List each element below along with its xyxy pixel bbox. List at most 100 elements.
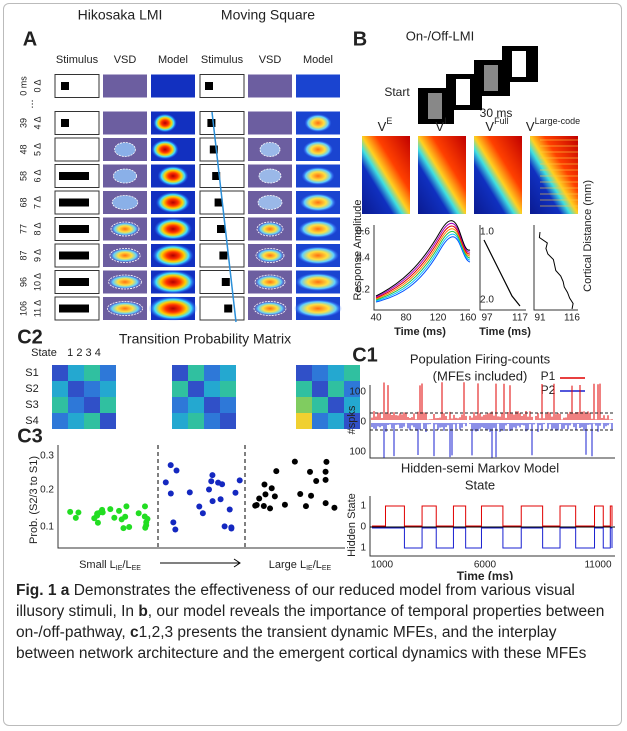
stimulus-bar — [59, 278, 89, 286]
row-step: 10 Δ — [32, 273, 42, 291]
label-sub: EE — [322, 565, 332, 572]
dot — [162, 479, 169, 486]
trajectory — [211, 111, 237, 323]
model-blob — [301, 167, 335, 185]
map-label: VI — [435, 116, 446, 134]
matrix-cell — [296, 397, 312, 413]
column-header: VSD — [259, 54, 282, 66]
vsd-blob — [255, 248, 285, 263]
panel-label: B — [353, 28, 367, 50]
caption-a: a — [60, 582, 70, 599]
panel-title: On-/Off-LMI — [406, 28, 474, 43]
row-step: 11 Δ — [32, 300, 42, 317]
row-step: 5 Δ — [32, 143, 42, 156]
matrix-cell — [84, 381, 100, 397]
distance-curve — [538, 231, 574, 310]
row-step: 0 Δ — [32, 79, 42, 92]
matrix-cell — [220, 381, 236, 397]
distance-curve — [483, 239, 521, 307]
state-trace — [372, 505, 613, 527]
axis-label: Time (ms) — [479, 326, 531, 338]
vsd-blob — [113, 168, 138, 184]
map-base: V — [378, 119, 387, 134]
row-time: 0 ms — [18, 76, 28, 96]
row-label: S2 — [25, 383, 38, 395]
model-blob — [300, 193, 336, 212]
map-sup: Full — [494, 116, 509, 126]
stimulus — [54, 111, 100, 135]
axis — [533, 225, 578, 311]
matrix-cell — [68, 397, 84, 413]
matrix-cell — [68, 381, 84, 397]
stimulus — [199, 137, 245, 162]
vsd-blob — [257, 195, 283, 210]
dot — [199, 510, 206, 517]
model-blob — [297, 246, 339, 265]
matrix-cell — [344, 365, 360, 381]
matrix-cell — [312, 397, 328, 413]
dot — [268, 485, 275, 492]
x-tick-label: 91 — [534, 313, 546, 324]
column-header: Model — [303, 54, 333, 66]
axis-label: Hidden State — [346, 493, 358, 557]
map-base: V — [526, 119, 535, 134]
x-tick-label: 160 — [460, 313, 477, 324]
matrix-cell — [84, 365, 100, 381]
state-trace — [372, 527, 613, 549]
matrix-cell — [172, 413, 188, 429]
matrix-cell — [188, 381, 204, 397]
matrix-cell — [52, 365, 68, 381]
model-blob — [154, 218, 192, 240]
row-step: 9 Δ — [32, 249, 42, 262]
matrix-cell — [328, 365, 344, 381]
axis — [57, 445, 345, 549]
row-time: 39 — [18, 118, 28, 128]
axis — [369, 385, 615, 459]
x-tick-label: 80 — [400, 313, 412, 324]
dot — [167, 490, 174, 497]
legend-label: P1 — [541, 369, 556, 383]
dot — [91, 515, 98, 522]
vsd-blob — [254, 274, 286, 290]
dot — [267, 505, 274, 512]
row-label: S3 — [25, 399, 38, 411]
dot — [253, 502, 260, 509]
frame-inner — [456, 79, 470, 105]
stimulus — [199, 164, 245, 188]
dot — [273, 468, 280, 475]
x-tick-label: 97 — [481, 313, 493, 324]
map-sup: E — [386, 116, 392, 126]
vsd — [248, 74, 292, 98]
y-tick-label: 100 — [349, 447, 366, 458]
model-blob — [153, 113, 177, 133]
state-label: State — [31, 347, 57, 359]
matrix-cell — [344, 397, 360, 413]
interval-label: 30 ms — [480, 106, 513, 120]
row-time: 48 — [18, 144, 28, 154]
column-header: Model — [158, 54, 188, 66]
dot — [322, 500, 329, 507]
matrix-cell — [204, 397, 220, 413]
vsd-blob — [114, 142, 136, 157]
stimulus-square — [205, 82, 213, 90]
stimulus — [199, 296, 245, 321]
vsd-blob — [259, 142, 281, 157]
stimulus-square — [219, 251, 228, 260]
stimulus — [54, 137, 100, 162]
caption-text: Demonstrates the effectiveness of our re… — [16, 582, 575, 620]
dot — [126, 523, 133, 530]
axis-label: Time (ms) — [394, 326, 446, 338]
column-header: Stimulus — [201, 54, 244, 66]
heatmap — [362, 136, 410, 214]
heatmap — [418, 136, 466, 214]
stimulus-square — [214, 198, 223, 207]
matrix-cell — [312, 381, 328, 397]
caption-text: 1,2,3 presents the transient dynamic MFE… — [16, 624, 587, 662]
matrix-cell — [68, 413, 84, 429]
row-label: S4 — [25, 415, 38, 427]
map-base: V — [435, 119, 444, 134]
row-step: 6 Δ — [32, 169, 42, 182]
caption-label: Fig. 1 — [16, 582, 57, 599]
dot — [142, 524, 149, 531]
